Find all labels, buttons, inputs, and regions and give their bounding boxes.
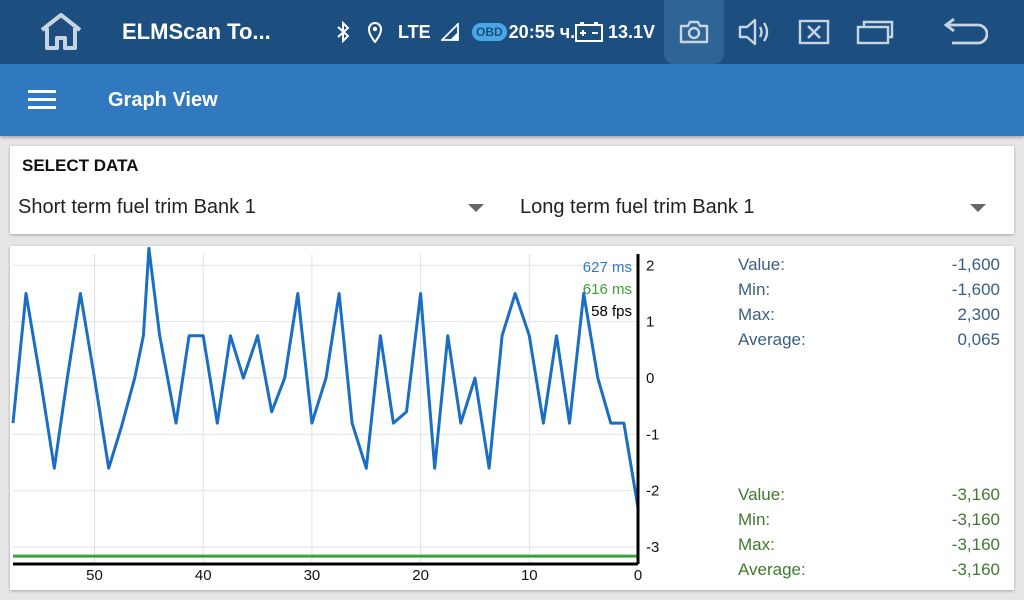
app-title: ELMScan To... <box>122 19 271 44</box>
stat-row-min: Min: -3,160 <box>738 507 1000 532</box>
location-icon <box>364 0 386 64</box>
camera-icon[interactable] <box>664 0 724 64</box>
stat-label: Min: <box>738 279 771 299</box>
y-tick-label: -2 <box>646 483 659 500</box>
battery-icon <box>574 21 604 43</box>
recent-apps-icon[interactable] <box>850 0 900 64</box>
stat-row-max: Max: 2,300 <box>738 302 1000 327</box>
bluetooth-icon <box>332 0 354 64</box>
y-tick-label: 0 <box>646 370 654 387</box>
stat-row-value: Value: -1,600 <box>738 252 1000 277</box>
stat-label: Average: <box>738 329 806 349</box>
series2-stats: Value: -3,160 Min: -3,160 Max: -3,160 Avera… <box>738 482 1000 582</box>
chevron-down-icon <box>970 204 986 212</box>
right-data-dropdown[interactable]: Long term fuel trim Bank 1 <box>520 192 1000 222</box>
y-tick-label: 2 <box>646 257 654 274</box>
left-data-dropdown[interactable]: Short term fuel trim Bank 1 <box>18 192 488 222</box>
app-bar: Graph View <box>0 64 1024 136</box>
stat-value: -1,600 <box>951 279 1000 299</box>
stat-row-average: Average: 0,065 <box>738 327 1000 352</box>
back-icon[interactable] <box>936 0 992 64</box>
menu-icon[interactable] <box>22 86 62 114</box>
stat-label: Min: <box>738 509 771 529</box>
x-tick-label: 30 <box>304 567 321 584</box>
stat-row-min: Min: -1,600 <box>738 277 1000 302</box>
stat-row-average: Average: -3,160 <box>738 557 1000 582</box>
series1-stats: Value: -1,600 Min: -1,600 Max: 2,300 Averag… <box>738 252 1000 352</box>
x-tick-label: 40 <box>195 567 212 584</box>
y-tick-label: -3 <box>646 539 659 556</box>
stat-label: Value: <box>738 254 785 274</box>
y-tick-label: 1 <box>646 314 654 331</box>
perf-blue-label: 627 ms <box>583 259 632 276</box>
left-dropdown-value: Short term fuel trim Bank 1 <box>18 196 256 218</box>
graph-card: 50 40 30 20 10 0 2 1 0 -1 -2 -3 627 ms 616 ms 58 fp… <box>10 246 1014 590</box>
stat-label: Average: <box>738 559 806 579</box>
stat-value: -3,160 <box>951 559 1000 579</box>
y-tick-label: -1 <box>646 426 659 443</box>
obd-status: OBD 20:55 ч. <box>472 0 575 64</box>
signal-icon <box>440 0 460 64</box>
stat-value: -1,600 <box>951 254 1000 274</box>
stat-row-max: Max: -3,160 <box>738 532 1000 557</box>
x-tick-label: 50 <box>86 567 103 584</box>
clock: 20:55 ч. <box>508 21 576 42</box>
stat-value: -3,160 <box>951 534 1000 554</box>
stat-value: -3,160 <box>951 509 1000 529</box>
stat-row-value: Value: -3,160 <box>738 482 1000 507</box>
page-title: Graph View <box>108 89 218 111</box>
select-data-title: SELECT DATA <box>22 156 139 175</box>
network-type: LTE <box>398 21 431 42</box>
voltage-readout: 13.1V <box>608 21 656 42</box>
stat-label: Value: <box>738 484 785 504</box>
stat-value: -3,160 <box>951 484 1000 504</box>
x-tick-label: 20 <box>412 567 429 584</box>
perf-fps-label: 58 fps <box>591 303 632 320</box>
perf-green-label: 616 ms <box>583 281 632 298</box>
stat-value: 0,065 <box>957 329 1000 349</box>
stat-value: 2,300 <box>957 304 1000 324</box>
right-dropdown-value: Long term fuel trim Bank 1 <box>520 196 755 218</box>
stat-label: Max: <box>738 534 775 554</box>
volume-icon[interactable] <box>730 0 780 64</box>
home-icon[interactable] <box>30 0 92 64</box>
select-data-card: SELECT DATA Short term fuel trim Bank 1 … <box>10 146 1014 234</box>
obd-icon: OBD <box>472 23 507 41</box>
camera-button-highlight <box>664 0 724 64</box>
series-line-1 <box>11 246 640 508</box>
battery-status: 13.1V <box>574 0 655 64</box>
status-bar: ELMScan To... LTE OBD 20:55 ч. 13.1V <box>0 0 1024 64</box>
chevron-down-icon <box>468 204 484 212</box>
stat-label: Max: <box>738 304 775 324</box>
close-app-icon[interactable] <box>790 0 838 64</box>
x-tick-label: 10 <box>521 567 538 584</box>
x-tick-label: 0 <box>634 567 642 584</box>
